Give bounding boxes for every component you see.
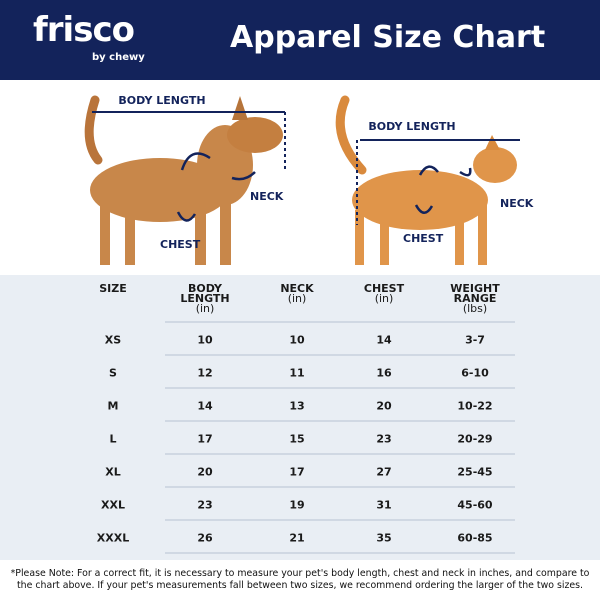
cell: 27 (376, 466, 391, 479)
table-grid: SIZE BODYLENGTH(in)NECK(in)CHEST(in)WEIGH… (97, 282, 515, 554)
column-header: WEIGHT (450, 282, 500, 295)
cell: 17 (289, 466, 304, 479)
cell: XXXL (97, 532, 129, 545)
cell: 26 (197, 532, 213, 545)
label: BODY LENGTH (368, 120, 455, 133)
cell: 20 (197, 466, 213, 479)
cell: 45-60 (457, 499, 493, 512)
column-header: SIZE (99, 282, 127, 295)
cell: 16 (376, 367, 392, 380)
cell: XL (105, 466, 121, 479)
cell: 11 (289, 367, 304, 380)
cell: 6-10 (461, 367, 489, 380)
cell: 60-85 (457, 532, 492, 545)
cat: BODY LENGTH NECK CHEST (335, 95, 534, 265)
column-header: BODY (188, 282, 223, 295)
size-table: SIZE BODY LENGTH (in) NECK (in) CHEST (in) WEIGH… (0, 275, 600, 560)
cell: 35 (376, 532, 391, 545)
column-unit: (in) (288, 292, 307, 305)
dog: BODY LENGTH NECK CHEST (84, 94, 286, 265)
label: CHEST (160, 238, 201, 251)
cell: 23 (197, 499, 212, 512)
cell: 31 (376, 499, 391, 512)
cell: 20 (376, 400, 392, 413)
cell: 3-7 (465, 334, 485, 347)
cell: 21 (289, 532, 304, 545)
column-header: LENGTH (180, 292, 229, 305)
label: CHEST (403, 232, 444, 245)
logo: frisco (33, 10, 135, 50)
cell: 15 (289, 433, 304, 446)
cell: 14 (197, 400, 213, 413)
logo-sub: by chewy (92, 52, 145, 63)
cell: 10-22 (457, 400, 492, 413)
note: *Please Note: For a correct fit, it is n… (10, 568, 590, 591)
cell: L (109, 433, 116, 446)
cell: 20-29 (457, 433, 492, 446)
cell: XS (105, 334, 121, 347)
column-unit: (in) (196, 302, 215, 315)
column-unit: (in) (375, 292, 394, 305)
label: NECK (250, 190, 284, 203)
cell: 10 (197, 334, 213, 347)
cell: 10 (289, 334, 305, 347)
column-header: RANGE (454, 292, 497, 305)
cell: XXL (101, 499, 125, 512)
pet-illustrations: BODY LENGTH NECK CHEST BODY LENGTH NECK … (84, 94, 534, 265)
column-header: CHEST (364, 282, 405, 295)
cell: 14 (376, 334, 392, 347)
title: Apparel Size Chart (230, 20, 546, 55)
cell: 19 (289, 499, 304, 512)
cell: 13 (289, 400, 304, 413)
cell: M (108, 400, 119, 413)
cell: 17 (197, 433, 212, 446)
cell: 23 (376, 433, 391, 446)
cell: 25-45 (457, 466, 492, 479)
column-header: NECK (280, 282, 314, 295)
header: frisco by chewy Apparel Size Chart (0, 0, 600, 80)
column-unit: (lbs) (463, 302, 487, 315)
cell: S (109, 367, 117, 380)
label: BODY LENGTH (118, 94, 205, 107)
label: NECK (500, 197, 534, 210)
cell: 12 (197, 367, 212, 380)
